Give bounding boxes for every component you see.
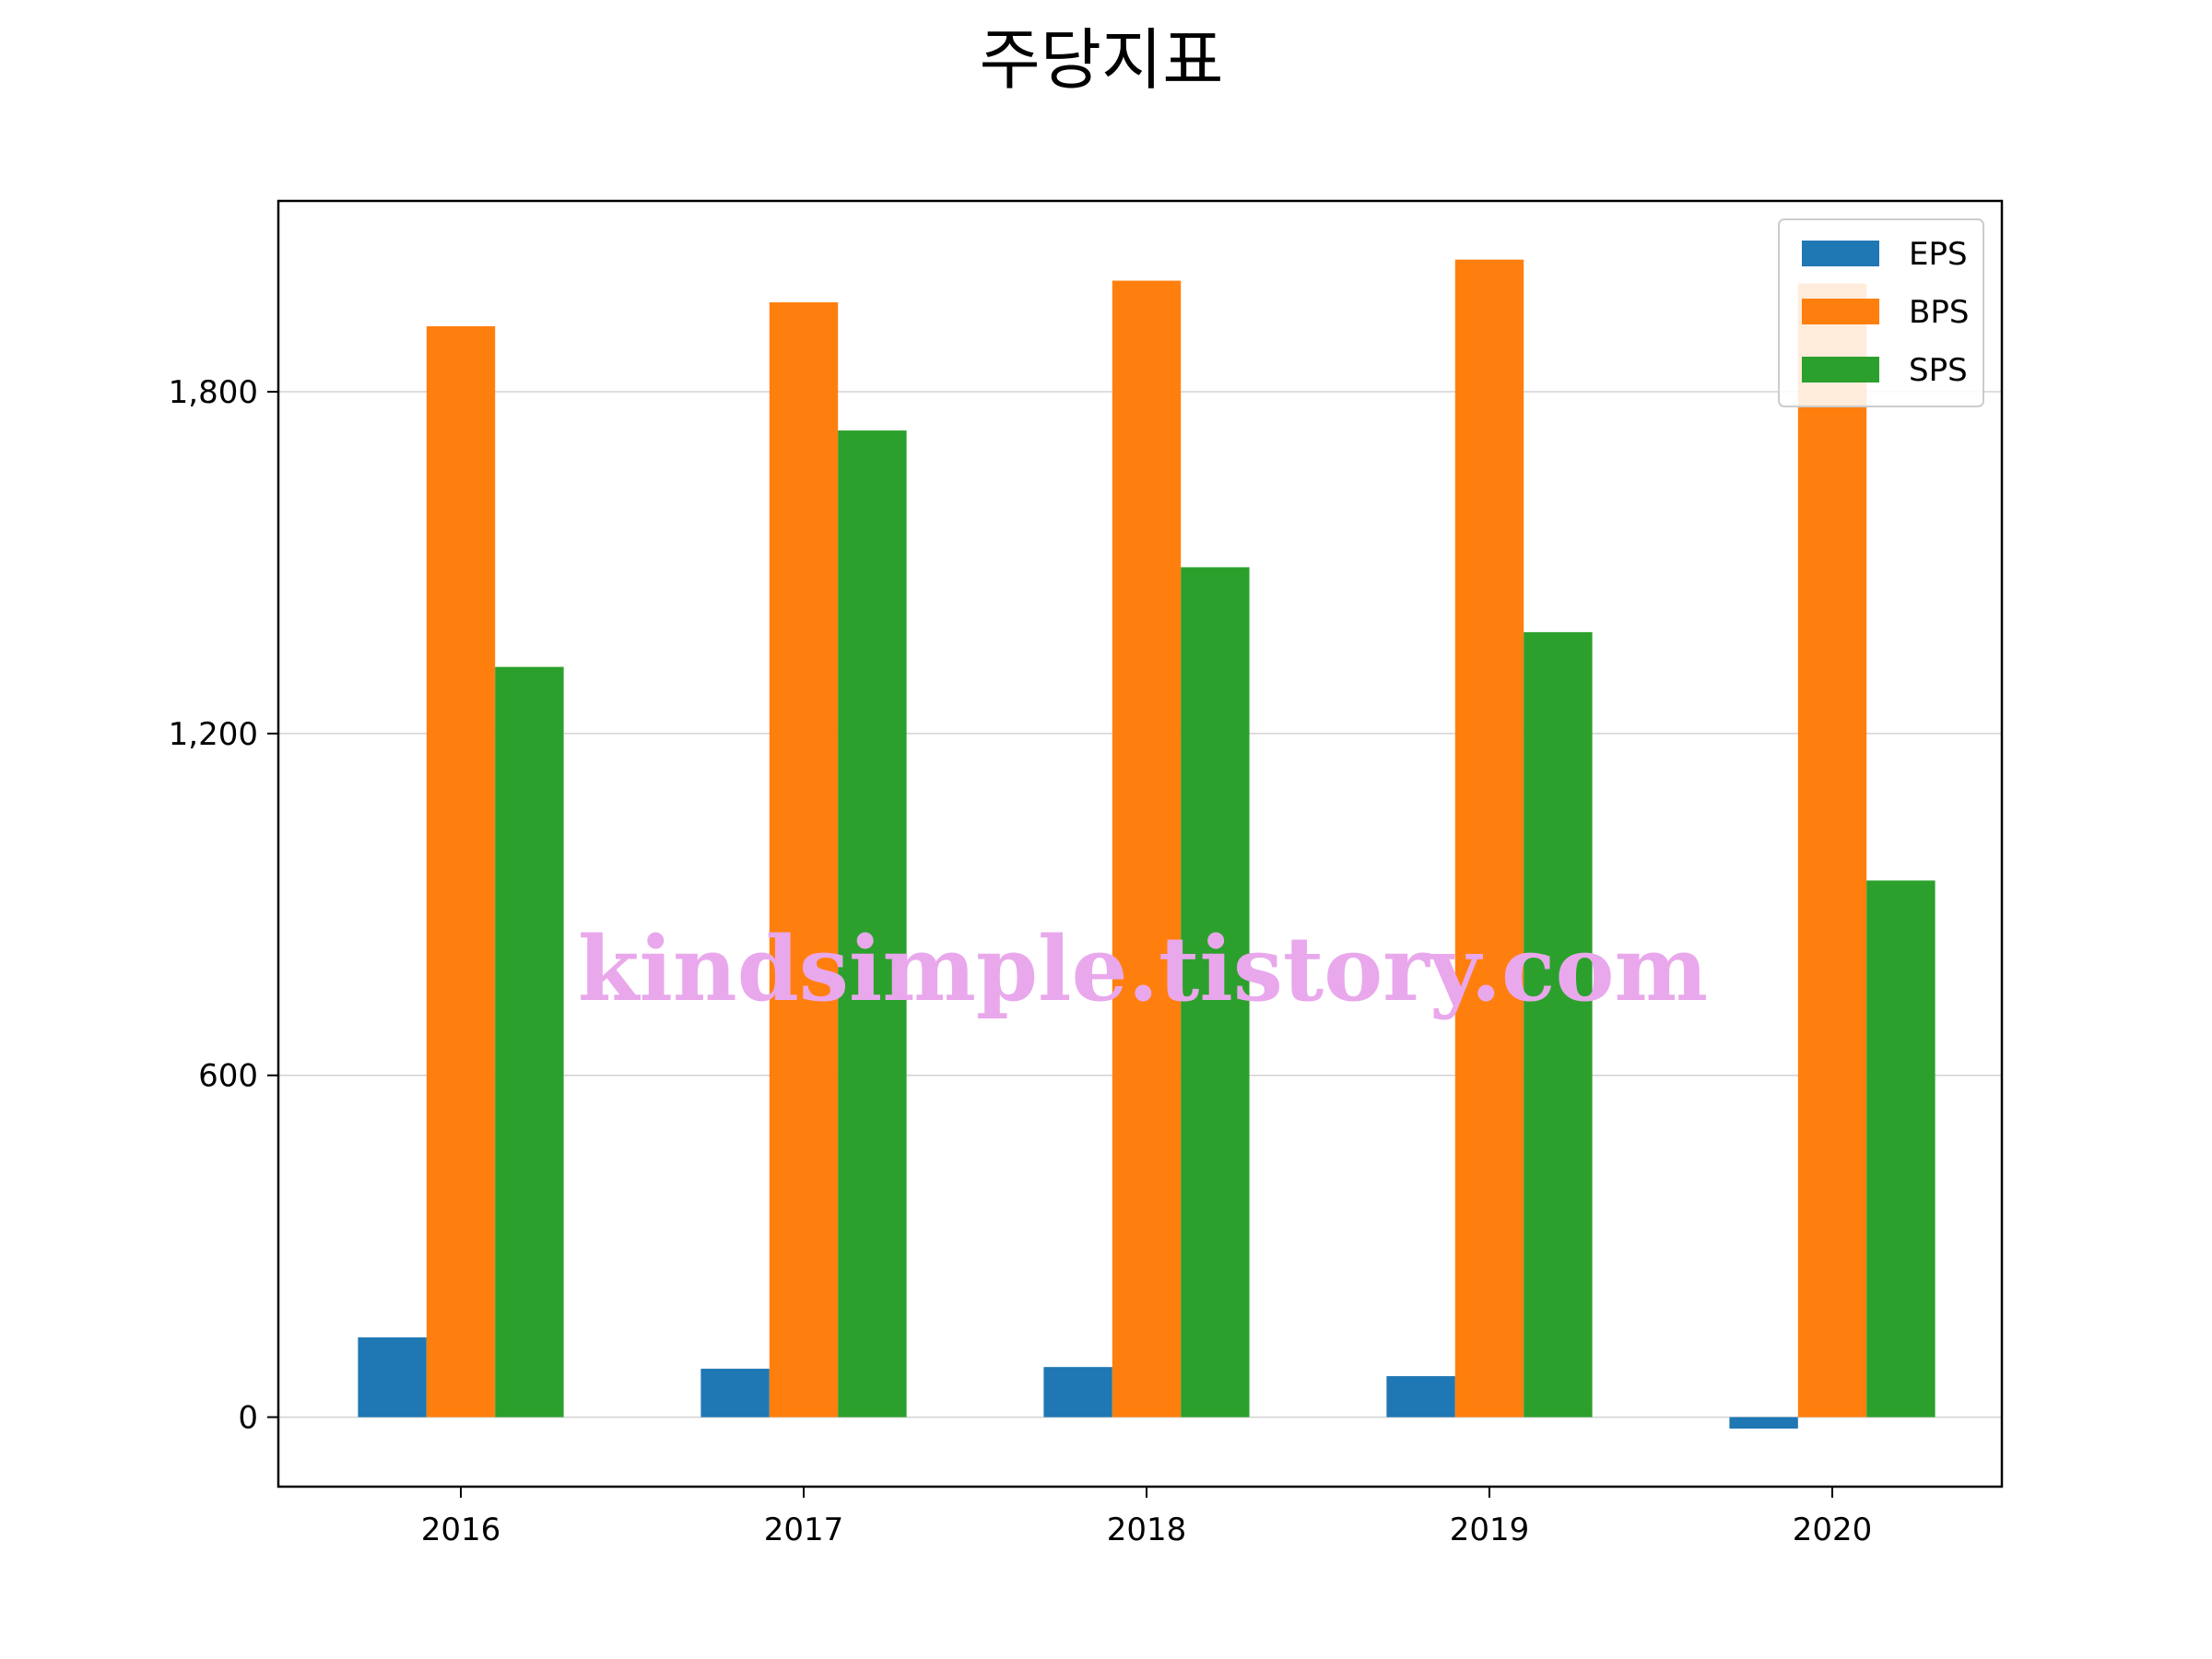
bar-bps-2020 [1797, 283, 1867, 1418]
x-tick-label: 2017 [764, 1512, 844, 1548]
legend-swatch-bps [1802, 299, 1879, 324]
bar-bps-2016 [426, 325, 496, 1418]
bar-eps-2018 [1043, 1367, 1112, 1418]
bar-eps-2019 [1386, 1376, 1455, 1418]
bar-bps-2019 [1454, 259, 1524, 1418]
legend: EPS BPS SPS [1778, 218, 1984, 407]
legend-swatch-sps [1802, 357, 1879, 382]
bars [358, 259, 1936, 1429]
x-tick-label: 2018 [1107, 1512, 1187, 1548]
bar-bps-2018 [1112, 280, 1182, 1418]
bar-bps-2017 [769, 302, 839, 1418]
legend-label-eps: EPS [1909, 236, 1968, 273]
legend-label-bps: BPS [1909, 294, 1969, 331]
bar-sps-2019 [1524, 631, 1593, 1418]
bar-sps-2016 [495, 666, 564, 1418]
chart-title: 주당지표 [980, 21, 1224, 99]
x-tick-label: 2016 [421, 1512, 501, 1548]
y-axis: 0 600 1,200 1,800 [169, 374, 278, 1437]
legend-swatch-eps [1802, 241, 1879, 266]
x-axis: 2016 2017 2018 2019 2020 [421, 1487, 1873, 1548]
bar-sps-2017 [838, 430, 907, 1418]
x-tick-label: 2020 [1793, 1512, 1873, 1548]
bar-eps-2020 [1729, 1417, 1798, 1429]
bar-sps-2020 [1866, 880, 1936, 1418]
x-tick-label: 2019 [1450, 1512, 1530, 1548]
bar-eps-2016 [358, 1337, 427, 1418]
plot-frame [276, 199, 2004, 1488]
legend-label-sps: SPS [1909, 352, 1968, 389]
y-tick-label: 0 [238, 1400, 258, 1437]
y-tick-label: 1,200 [169, 716, 258, 753]
y-tick-label: 1,800 [169, 374, 258, 411]
watermark: kindsimple.tistory.com [578, 917, 1708, 1021]
bar-sps-2018 [1181, 567, 1250, 1418]
bar-eps-2017 [700, 1369, 770, 1418]
y-tick-label: 600 [198, 1058, 258, 1095]
